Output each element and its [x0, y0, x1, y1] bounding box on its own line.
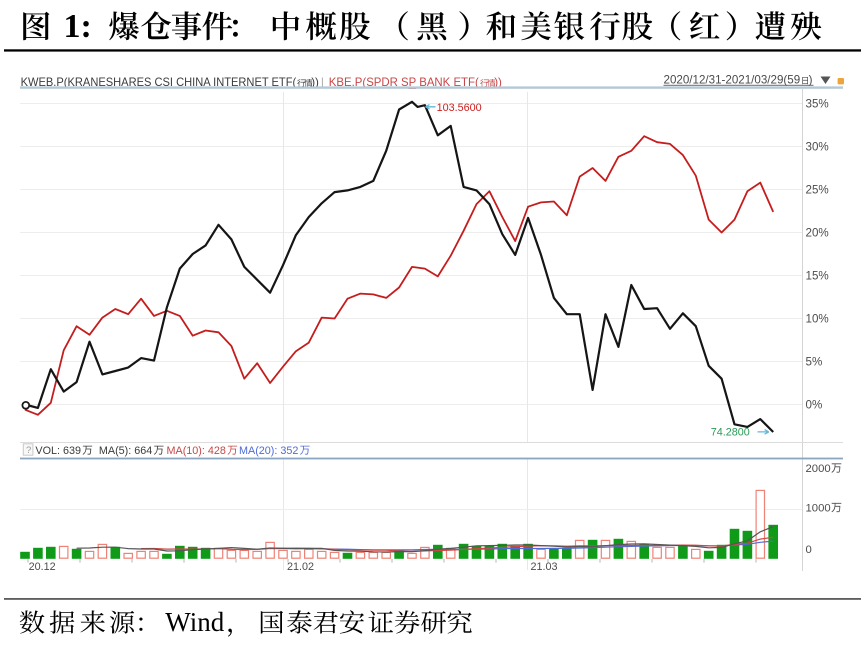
svg-text:10%: 10%: [806, 313, 829, 326]
svg-text:VOL: 639: VOL: 639: [35, 445, 81, 457]
svg-text:): ): [809, 74, 813, 87]
svg-text:|: |: [321, 76, 324, 89]
svg-text:?: ?: [26, 445, 31, 456]
svg-text:20.12: 20.12: [29, 561, 56, 573]
svg-text:35%: 35%: [806, 98, 829, 111]
svg-text:21.03: 21.03: [531, 561, 558, 573]
svg-text:)): )): [311, 76, 319, 89]
svg-text:2000: 2000: [806, 463, 831, 475]
svg-text:15%: 15%: [806, 270, 829, 283]
svg-text:)): )): [494, 76, 502, 89]
svg-text:25%: 25%: [806, 184, 829, 197]
svg-text:5%: 5%: [806, 356, 823, 369]
svg-text:30%: 30%: [806, 141, 829, 154]
svg-text:103.5600: 103.5600: [437, 102, 482, 114]
svg-text:KBE.P(SPDR SP BANK ETF(: KBE.P(SPDR SP BANK ETF(: [329, 76, 479, 89]
svg-text:20%: 20%: [806, 227, 829, 240]
svg-text:21.02: 21.02: [287, 561, 314, 573]
svg-text:KWEB.P(KRANESHARES CSI CHINA I: KWEB.P(KRANESHARES CSI CHINA INTERNET ET…: [21, 76, 297, 89]
svg-text:1:: 1:: [64, 8, 92, 45]
svg-text:1000: 1000: [806, 502, 831, 514]
svg-text:2020/12/31-2021/03/29(59: 2020/12/31-2021/03/29(59: [664, 74, 801, 87]
svg-text:MA(5): 664: MA(5): 664: [99, 445, 152, 457]
svg-text:0%: 0%: [806, 399, 823, 412]
svg-text:MA(20): 352: MA(20): 352: [239, 445, 298, 457]
svg-text:74.2800: 74.2800: [711, 427, 750, 439]
svg-text:0: 0: [806, 544, 812, 556]
svg-text:Wind: Wind: [165, 607, 224, 637]
svg-text:MA(10): 428: MA(10): 428: [167, 445, 226, 457]
